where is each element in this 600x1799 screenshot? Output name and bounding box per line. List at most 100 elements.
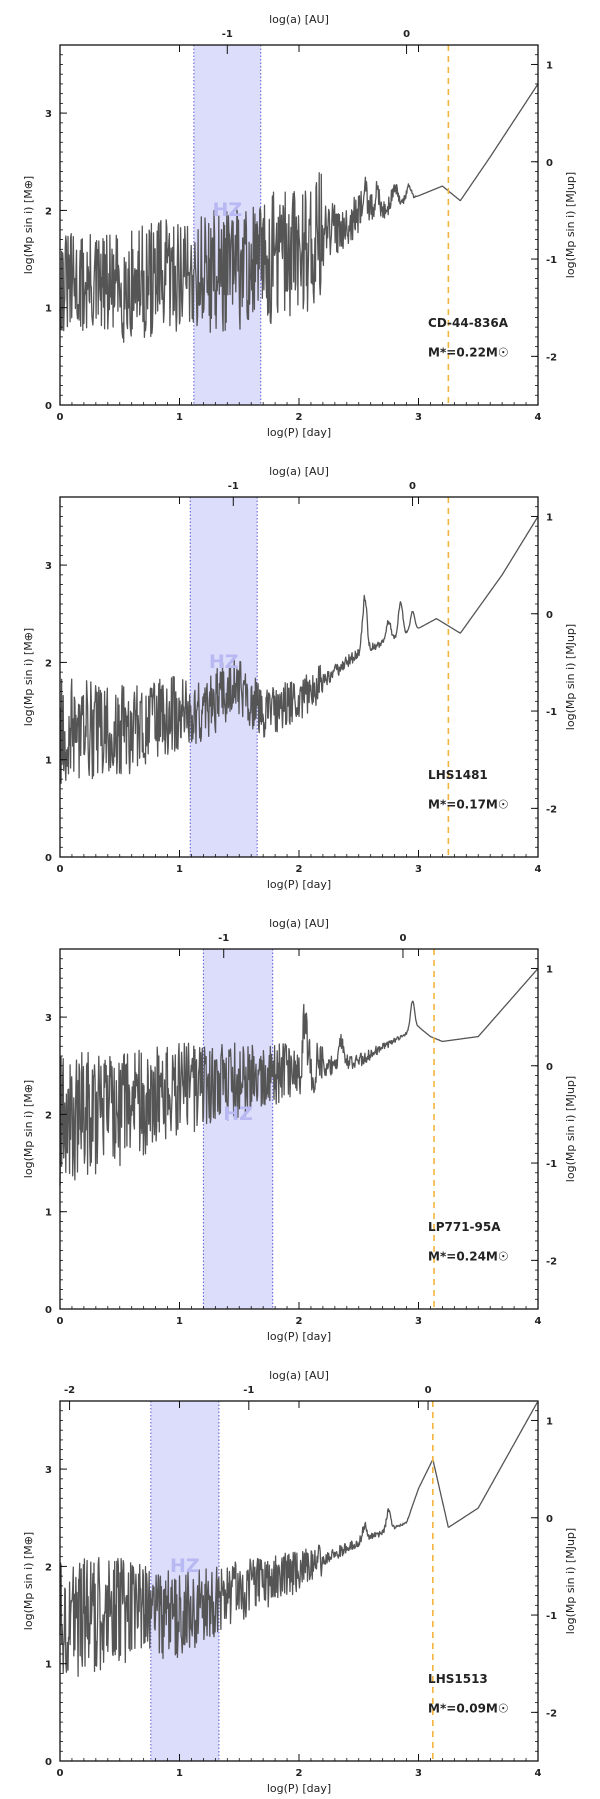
- star-mass: M*=0.09M☉: [428, 1701, 509, 1715]
- right-axis-title: log(Mp sin i) [MJup]: [564, 1528, 577, 1634]
- y-tick-label: 0: [45, 401, 52, 412]
- star-name: LHS1481: [428, 768, 488, 782]
- chart-panel-4: HZ 0 1 2 3 4 0 1 2 3 1 0 -1 -2 -2 -1 0 log(a) [AU] log(P) …: [22, 1369, 577, 1795]
- hz-label: HZ: [212, 199, 242, 221]
- top-tick-label: 0: [409, 481, 416, 492]
- x-axis-title: log(P) [day]: [267, 878, 331, 891]
- x-tick-label: 4: [535, 412, 542, 423]
- mass-curve: [59, 968, 539, 1186]
- y-tick-label: 2: [45, 658, 52, 669]
- right-tick-label: -1: [546, 255, 557, 266]
- hz-band: [150, 1401, 219, 1761]
- y-tick-label: 0: [45, 1305, 52, 1316]
- right-tick-label: -1: [546, 1611, 557, 1622]
- x-tick-label: 4: [535, 1316, 542, 1327]
- x-tick-label: 0: [57, 1768, 64, 1779]
- y-axis-title: log(Mp sin i) [M⊕]: [22, 1532, 35, 1630]
- x-tick-label: 1: [176, 412, 183, 423]
- top-tick-label: -1: [218, 933, 229, 944]
- top-tick-label: 0: [399, 933, 406, 944]
- x-axis-title: log(P) [day]: [267, 1782, 331, 1795]
- chart-panel-1: HZ 0 1 2 3 4 0 1 2 3 1 0 -1 -2 -1 0 log(a) [AU] log(P) [d…: [22, 13, 577, 439]
- mass-curve: [59, 516, 539, 784]
- x-axis-title: log(P) [day]: [267, 1330, 331, 1343]
- y-tick-label: 0: [45, 1757, 52, 1768]
- top-axis-title: log(a) [AU]: [269, 13, 329, 26]
- top-tick-label: -2: [64, 1385, 75, 1396]
- x-tick-label: 2: [296, 1316, 303, 1327]
- x-tick-label: 4: [535, 1768, 542, 1779]
- y-tick-label: 3: [45, 1013, 52, 1024]
- hz-label: HZ: [209, 651, 239, 673]
- y-tick-label: 2: [45, 206, 52, 217]
- x-tick-label: 4: [535, 864, 542, 875]
- right-tick-label: 0: [546, 1062, 553, 1073]
- y-tick-label: 3: [45, 561, 52, 572]
- y-axis-title: log(Mp sin i) [M⊕]: [22, 176, 35, 274]
- y-tick-label: 2: [45, 1110, 52, 1121]
- right-tick-label: -2: [546, 1256, 557, 1267]
- chart-panel-2: HZ 0 1 2 3 4 0 1 2 3 1 0 -1 -2 -1 0 log(a) [AU] log(P) [d…: [22, 465, 577, 891]
- right-tick-label: 0: [546, 1514, 553, 1525]
- y-axis-title: log(Mp sin i) [M⊕]: [22, 1080, 35, 1178]
- y-tick-label: 2: [45, 1562, 52, 1573]
- right-tick-label: 1: [546, 512, 553, 523]
- x-tick-label: 3: [415, 412, 422, 423]
- top-axis-title: log(a) [AU]: [269, 917, 329, 930]
- x-tick-label: 2: [296, 864, 303, 875]
- y-tick-label: 3: [45, 1465, 52, 1476]
- star-name: LP771-95A: [428, 1220, 501, 1234]
- x-tick-label: 0: [57, 412, 64, 423]
- star-mass: M*=0.24M☉: [428, 1249, 509, 1263]
- star-mass: M*=0.22M☉: [428, 345, 509, 359]
- y-tick-label: 1: [45, 1660, 52, 1671]
- star-name: LHS1513: [428, 1672, 488, 1686]
- y-tick-label: 3: [45, 109, 52, 120]
- x-tick-label: 0: [57, 1316, 64, 1327]
- hz-label: HZ: [170, 1555, 200, 1577]
- right-tick-label: 0: [546, 610, 553, 621]
- x-tick-label: 3: [415, 864, 422, 875]
- right-tick-label: 1: [546, 964, 553, 975]
- right-tick-label: 0: [546, 158, 553, 169]
- top-tick-label: 0: [403, 29, 410, 40]
- right-tick-label: -1: [546, 1159, 557, 1170]
- x-tick-label: 2: [296, 1768, 303, 1779]
- chart-panel-3: HZ 0 1 2 3 4 0 1 2 3 1 0 -1 -2 -1 0 log(a) [AU] log(P) [d…: [22, 917, 577, 1343]
- right-tick-label: -2: [546, 352, 557, 363]
- x-tick-label: 1: [176, 1768, 183, 1779]
- y-tick-label: 0: [45, 853, 52, 864]
- hz-label: HZ: [223, 1103, 253, 1125]
- top-tick-label: 0: [425, 1385, 432, 1396]
- y-tick-label: 1: [45, 756, 52, 767]
- x-tick-label: 3: [415, 1316, 422, 1327]
- right-tick-label: 1: [546, 60, 553, 71]
- x-tick-label: 1: [176, 1316, 183, 1327]
- x-tick-label: 1: [176, 864, 183, 875]
- x-tick-label: 2: [296, 412, 303, 423]
- mass-curve: [59, 83, 539, 343]
- mass-curve: [59, 1402, 539, 1677]
- right-tick-label: -2: [546, 804, 557, 815]
- star-name: CD-44-836A: [428, 316, 509, 330]
- top-tick-label: -1: [222, 29, 233, 40]
- y-axis-title: log(Mp sin i) [M⊕]: [22, 628, 35, 726]
- y-tick-label: 1: [45, 1208, 52, 1219]
- x-axis-title: log(P) [day]: [267, 426, 331, 439]
- right-tick-label: -1: [546, 707, 557, 718]
- right-axis-title: log(Mp sin i) [MJup]: [564, 624, 577, 730]
- top-axis-title: log(a) [AU]: [269, 1369, 329, 1382]
- y-tick-label: 1: [45, 304, 52, 315]
- top-axis-title: log(a) [AU]: [269, 465, 329, 478]
- top-tick-label: -1: [243, 1385, 254, 1396]
- right-tick-label: -2: [546, 1708, 557, 1719]
- right-axis-title: log(Mp sin i) [MJup]: [564, 172, 577, 278]
- x-tick-label: 3: [415, 1768, 422, 1779]
- hz-band: [203, 949, 273, 1309]
- x-tick-label: 0: [57, 864, 64, 875]
- top-tick-label: -1: [228, 481, 239, 492]
- right-tick-label: 1: [546, 1416, 553, 1427]
- right-axis-title: log(Mp sin i) [MJup]: [564, 1076, 577, 1182]
- star-mass: M*=0.17M☉: [428, 797, 509, 811]
